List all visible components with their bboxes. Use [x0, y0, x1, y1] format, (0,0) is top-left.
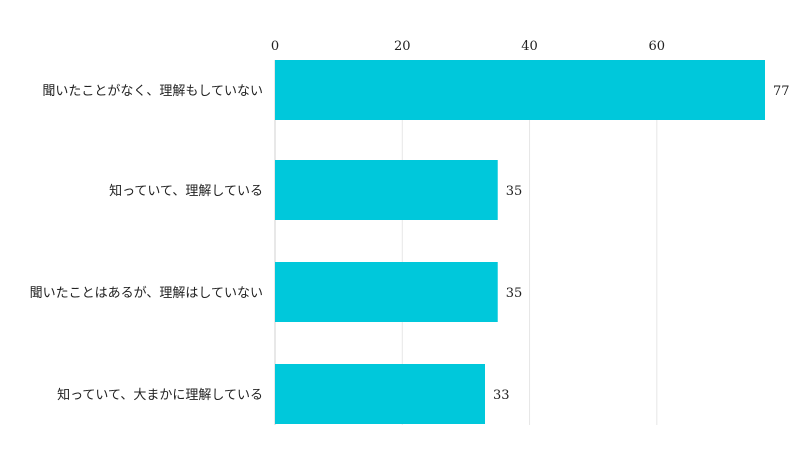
- category-label: 知っていて、大まかに理解している: [57, 387, 263, 403]
- x-tick-label: 60: [649, 39, 666, 54]
- x-axis-ticks: 0 20 40 60: [271, 39, 665, 54]
- category-labels: 聞いたことがなく、理解もしていない知っていて、理解している聞いたことはあるが、理…: [30, 84, 263, 403]
- category-label: 知っていて、理解している: [109, 183, 263, 199]
- bar: [275, 60, 765, 120]
- data-label: 35: [506, 184, 523, 199]
- data-label: 35: [506, 286, 523, 301]
- category-label: 聞いたことがなく、理解もしていない: [42, 84, 263, 99]
- x-tick-label: 40: [521, 39, 538, 54]
- bar: [275, 262, 498, 322]
- data-labels: 77 35 35 33: [493, 84, 790, 403]
- x-tick-label: 0: [271, 39, 279, 54]
- bar: [275, 364, 485, 424]
- category-label: 聞いたことはあるが、理解はしていない: [30, 286, 263, 301]
- bars: [275, 60, 765, 424]
- data-label: 77: [773, 84, 790, 99]
- x-tick-label: 20: [394, 39, 411, 54]
- bar: [275, 160, 498, 220]
- data-label: 33: [493, 388, 510, 403]
